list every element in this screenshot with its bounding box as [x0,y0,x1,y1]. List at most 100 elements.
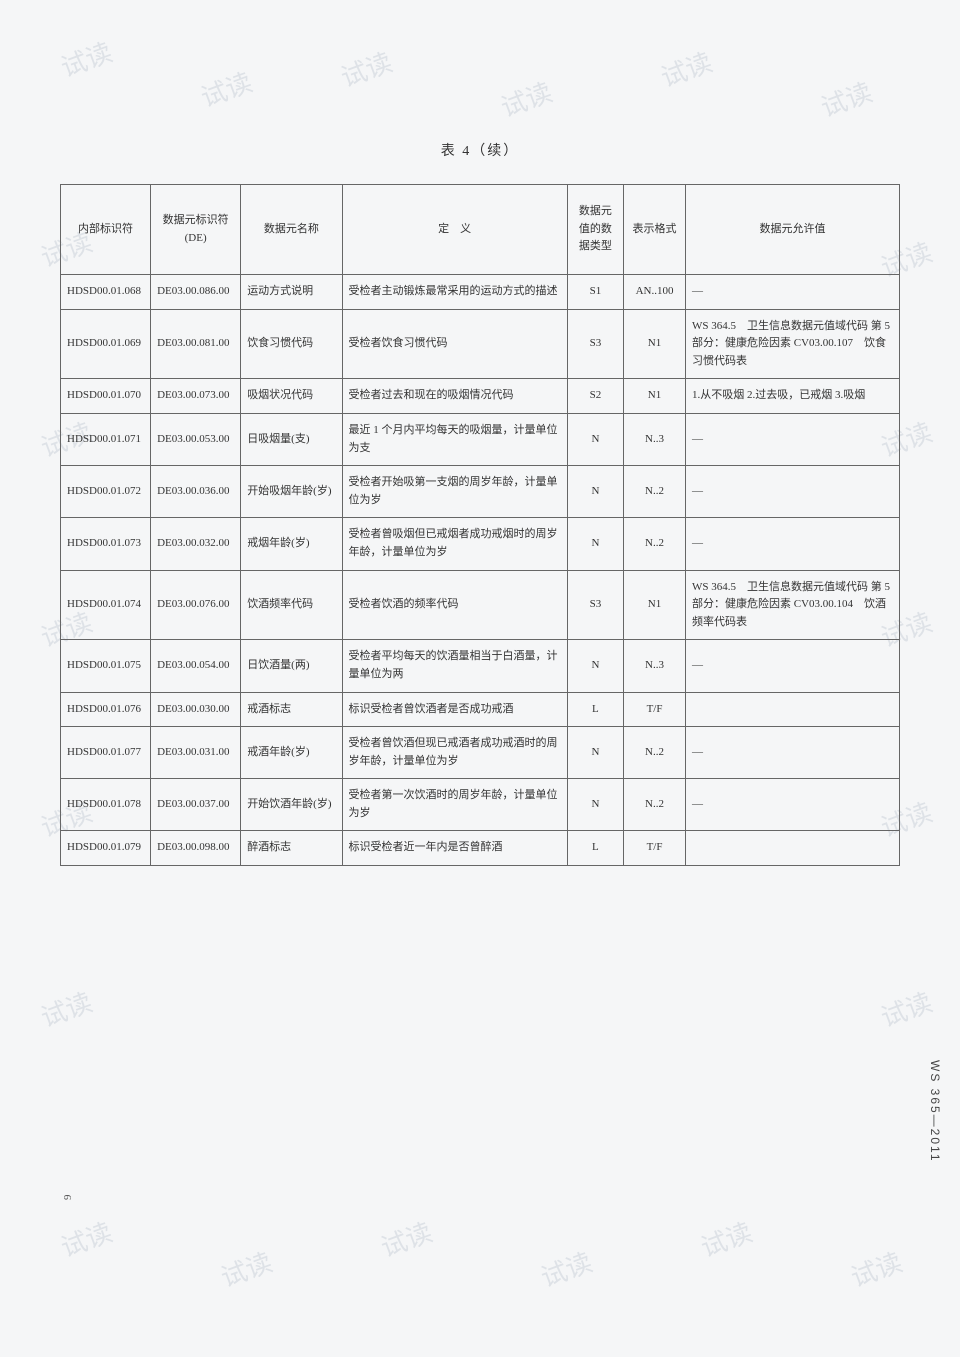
table-row: HDSD00.01.069DE03.00.081.00饮食习惯代码受检者饮食习惯… [61,309,900,379]
table-row: HDSD00.01.068DE03.00.086.00运动方式说明受检者主动锻炼… [61,275,900,310]
watermark-text: 试读 [375,1212,437,1265]
cell-name: 日吸烟量(支) [241,413,342,465]
cell-definition: 受检者第一次饮酒时的周岁年龄，计量单位为岁 [342,779,567,831]
cell-de: DE03.00.036.00 [151,466,241,518]
table-row: HDSD00.01.072DE03.00.036.00开始吸烟年龄(岁)受检者开… [61,466,900,518]
cell-format: N..2 [624,727,686,779]
cell-name: 戒酒年龄(岁) [241,727,342,779]
cell-format: N1 [624,570,686,640]
cell-name: 戒烟年龄(岁) [241,518,342,570]
cell-de: DE03.00.053.00 [151,413,241,465]
watermark-text: 试读 [55,1212,117,1265]
watermark-text: 试读 [845,1242,907,1295]
column-header: 数据元名称 [241,185,342,275]
column-header: 数据元标识符(DE) [151,185,241,275]
cell-name: 饮食习惯代码 [241,309,342,379]
cell-type: N [567,779,623,831]
cell-allowed: 1.从不吸烟 2.过去吸，已戒烟 3.吸烟 [686,379,900,414]
watermark-text: 试读 [655,42,717,95]
table-row: HDSD00.01.071DE03.00.053.00日吸烟量(支)最近 1 个… [61,413,900,465]
cell-definition: 受检者饮食习惯代码 [342,309,567,379]
cell-definition: 最近 1 个月内平均每天的吸烟量，计量单位为支 [342,413,567,465]
cell-internal_id: HDSD00.01.072 [61,466,151,518]
cell-name: 饮酒频率代码 [241,570,342,640]
cell-definition: 受检者曾饮酒但现已戒酒者成功戒酒时的周岁年龄，计量单位为岁 [342,727,567,779]
cell-allowed [686,831,900,866]
column-header: 数据元值的数据类型 [567,185,623,275]
cell-definition: 受检者平均每天的饮酒量相当于白酒量，计量单位为两 [342,640,567,692]
cell-de: DE03.00.031.00 [151,727,241,779]
cell-allowed: — [686,275,900,310]
column-header: 表示格式 [624,185,686,275]
cell-internal_id: HDSD00.01.079 [61,831,151,866]
cell-format: AN..100 [624,275,686,310]
cell-internal_id: HDSD00.01.074 [61,570,151,640]
watermark-text: 试读 [815,72,877,125]
cell-format: N..2 [624,518,686,570]
table-row: HDSD00.01.075DE03.00.054.00日饮酒量(两)受检者平均每… [61,640,900,692]
cell-format: N1 [624,379,686,414]
table-row: HDSD00.01.076DE03.00.030.00戒酒标志标识受检者曾饮酒者… [61,692,900,727]
watermark-text: 试读 [875,982,937,1035]
cell-internal_id: HDSD00.01.075 [61,640,151,692]
cell-name: 开始吸烟年龄(岁) [241,466,342,518]
cell-allowed: — [686,466,900,518]
cell-internal_id: HDSD00.01.070 [61,379,151,414]
watermark-text: 试读 [35,982,97,1035]
cell-definition: 受检者饮酒的频率代码 [342,570,567,640]
cell-internal_id: HDSD00.01.073 [61,518,151,570]
cell-definition: 受检者过去和现在的吸烟情况代码 [342,379,567,414]
page-number: 9 [62,1195,74,1201]
cell-name: 醉酒标志 [241,831,342,866]
cell-format: N1 [624,309,686,379]
table-row: HDSD00.01.070DE03.00.073.00吸烟状况代码受检者过去和现… [61,379,900,414]
table-row: HDSD00.01.078DE03.00.037.00开始饮酒年龄(岁)受检者第… [61,779,900,831]
cell-name: 戒酒标志 [241,692,342,727]
cell-name: 开始饮酒年龄(岁) [241,779,342,831]
cell-allowed: WS 364.5 卫生信息数据元值域代码 第 5 部分：健康危险因素 CV03.… [686,309,900,379]
column-header: 内部标识符 [61,185,151,275]
cell-type: N [567,518,623,570]
cell-definition: 标识受检者曾饮酒者是否成功戒酒 [342,692,567,727]
cell-format: T/F [624,692,686,727]
document-page: 表 4（续） 内部标识符数据元标识符(DE)数据元名称定 义数据元值的数据类型表… [60,140,900,866]
cell-de: DE03.00.081.00 [151,309,241,379]
cell-internal_id: HDSD00.01.076 [61,692,151,727]
cell-type: N [567,466,623,518]
cell-de: DE03.00.030.00 [151,692,241,727]
table-row: HDSD00.01.073DE03.00.032.00戒烟年龄(岁)受检者曾吸烟… [61,518,900,570]
cell-allowed: — [686,779,900,831]
cell-definition: 标识受检者近一年内是否曾醉酒 [342,831,567,866]
cell-name: 日饮酒量(两) [241,640,342,692]
watermark-text: 试读 [55,32,117,85]
table-caption: 表 4（续） [60,140,900,160]
watermark-text: 试读 [535,1242,597,1295]
cell-type: S1 [567,275,623,310]
cell-de: DE03.00.076.00 [151,570,241,640]
cell-type: N [567,727,623,779]
table-row: HDSD00.01.077DE03.00.031.00戒酒年龄(岁)受检者曾饮酒… [61,727,900,779]
cell-internal_id: HDSD00.01.071 [61,413,151,465]
watermark-text: 试读 [695,1212,757,1265]
cell-internal_id: HDSD00.01.078 [61,779,151,831]
cell-type: L [567,692,623,727]
data-element-table: 内部标识符数据元标识符(DE)数据元名称定 义数据元值的数据类型表示格式数据元允… [60,184,900,866]
cell-allowed: — [686,727,900,779]
standard-code-label: WS 365—2011 [928,1060,942,1163]
cell-internal_id: HDSD00.01.077 [61,727,151,779]
cell-format: N..3 [624,640,686,692]
table-row: HDSD00.01.074DE03.00.076.00饮酒频率代码受检者饮酒的频… [61,570,900,640]
table-body: HDSD00.01.068DE03.00.086.00运动方式说明受检者主动锻炼… [61,275,900,866]
watermark-text: 试读 [215,1242,277,1295]
cell-allowed [686,692,900,727]
cell-de: DE03.00.073.00 [151,379,241,414]
cell-format: N..2 [624,779,686,831]
cell-name: 吸烟状况代码 [241,379,342,414]
watermark-text: 试读 [495,72,557,125]
cell-format: T/F [624,831,686,866]
cell-allowed: WS 364.5 卫生信息数据元值域代码 第 5 部分：健康危险因素 CV03.… [686,570,900,640]
cell-format: N..3 [624,413,686,465]
cell-internal_id: HDSD00.01.068 [61,275,151,310]
cell-definition: 受检者主动锻炼最常采用的运动方式的描述 [342,275,567,310]
column-header: 数据元允许值 [686,185,900,275]
